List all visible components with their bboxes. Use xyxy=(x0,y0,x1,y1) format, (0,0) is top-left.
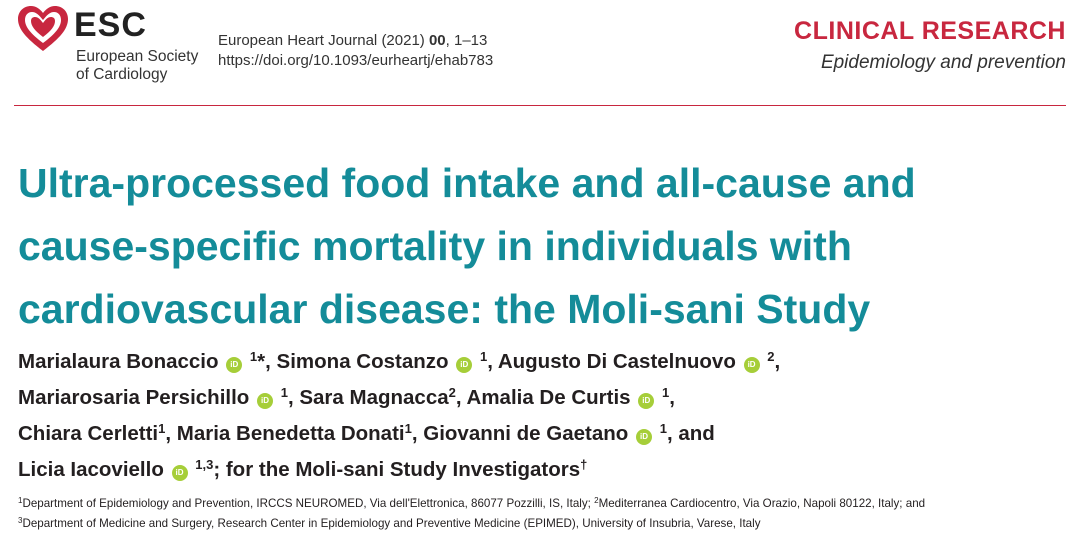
affiliation-number: 3 xyxy=(18,516,23,525)
journal-volume: 00 xyxy=(428,32,446,49)
author-name[interactable]: Chiara Cerletti xyxy=(18,422,159,445)
journal-citation: European Heart Journal (2021) 00, 1–13 xyxy=(218,31,493,51)
logo-line-2: of Cardiology xyxy=(76,66,168,83)
affiliations: 1Department of Epidemiology and Preventi… xyxy=(18,494,1078,534)
author-name[interactable]: Maria Benedetta Donati xyxy=(176,422,405,445)
author-list: Marialaura Bonaccio iD 1*, Simona Costan… xyxy=(18,344,1068,488)
author-name[interactable]: Simona Costanzo xyxy=(276,350,449,373)
orcid-icon[interactable]: iD xyxy=(743,357,760,373)
title-line: cause-specific mortality in individuals … xyxy=(18,223,852,269)
author-name[interactable]: Licia Iacoviello xyxy=(18,458,164,481)
affiliation-text: Department of Medicine and Surgery, Rese… xyxy=(22,517,761,530)
affiliation-text: Department of Epidemiology and Preventio… xyxy=(22,497,591,510)
logo-society-name: European Society of Cardiology xyxy=(76,48,198,84)
orcid-icon[interactable]: iD xyxy=(226,357,243,373)
title-line: cardiovascular disease: the Moli-sani St… xyxy=(18,286,871,332)
article-section: CLINICAL RESEARCH Epidemiology and preve… xyxy=(794,16,1066,76)
journal-name: European Heart Journal xyxy=(218,32,378,49)
author-affiliation: 1 xyxy=(479,349,488,364)
author-name[interactable]: Mariarosaria Persichillo xyxy=(18,386,250,409)
section-subtitle: Epidemiology and prevention xyxy=(820,52,1066,73)
author-affiliation: 1 xyxy=(158,421,166,436)
group-mark: † xyxy=(580,457,588,472)
author-name[interactable]: Sara Magnacca xyxy=(299,386,449,409)
author-affiliation: 2 xyxy=(448,385,456,400)
esc-logo[interactable]: ESC European Society of Cardiology xyxy=(14,4,214,94)
article-title: Ultra-processed food intake and all-caus… xyxy=(18,152,1068,341)
author-name[interactable]: Giovanni de Gaetano xyxy=(423,422,629,445)
affiliation-line: 3Department of Medicine and Surgery, Res… xyxy=(18,514,1078,534)
author-affiliation: 2 xyxy=(767,349,775,364)
orcid-icon[interactable]: iD xyxy=(636,429,652,445)
author-name[interactable]: Marialaura Bonaccio xyxy=(18,350,219,373)
journal-year: (2021) xyxy=(381,32,425,49)
author-affiliation: 1 xyxy=(661,385,670,400)
logo-line-1: European Society xyxy=(76,48,199,65)
author-affiliation: 1,3 xyxy=(195,457,214,472)
header-divider xyxy=(14,105,1066,106)
title-line: Ultra-processed food intake and all-caus… xyxy=(18,160,916,206)
author-line: Marialaura Bonaccio iD 1*, Simona Costan… xyxy=(18,349,781,373)
journal-doi-link[interactable]: https://doi.org/10.1093/eurheartj/ehab78… xyxy=(218,52,494,69)
logo-esc-text: ESC xyxy=(74,6,147,44)
affiliation-number: 2 xyxy=(594,496,599,505)
journal-pages: , 1–13 xyxy=(445,32,488,49)
affiliation-text: Mediterranea Cardiocentro, Via Orazio, N… xyxy=(598,497,926,510)
author-affiliation: 1 xyxy=(404,421,412,436)
author-line: Chiara Cerletti1, Maria Benedetta Donati… xyxy=(18,421,715,445)
heart-icon xyxy=(18,6,68,51)
author-affiliation: 1 xyxy=(280,385,288,400)
orcid-icon[interactable]: iD xyxy=(171,465,188,481)
affiliation-number: 1 xyxy=(18,496,23,505)
author-name[interactable]: Amalia De Curtis xyxy=(466,386,631,409)
section-title: CLINICAL RESEARCH xyxy=(794,17,1066,45)
page-header: ESC European Society of Cardiology Europ… xyxy=(0,0,1080,106)
orcid-icon[interactable]: iD xyxy=(638,393,655,409)
author-name[interactable]: Augusto Di Castelnuovo xyxy=(497,350,736,373)
study-group: for the Moli-sani Study Investigators xyxy=(225,458,581,481)
journal-info: European Heart Journal (2021) 00, 1–13 h… xyxy=(218,31,493,71)
orcid-icon[interactable]: iD xyxy=(257,393,274,409)
author-conjunction: and xyxy=(678,422,715,445)
corresponding-mark: * xyxy=(257,350,266,373)
orcid-icon[interactable]: iD xyxy=(456,357,473,373)
author-line: Mariarosaria Persichillo iD 1, Sara Magn… xyxy=(18,385,675,409)
affiliation-line: 1Department of Epidemiology and Preventi… xyxy=(18,494,1078,514)
author-line: Licia Iacoviello iD 1,3; for the Moli-sa… xyxy=(18,457,588,481)
author-affiliation: 1 xyxy=(659,421,667,436)
author-affiliation: 1 xyxy=(249,349,258,364)
